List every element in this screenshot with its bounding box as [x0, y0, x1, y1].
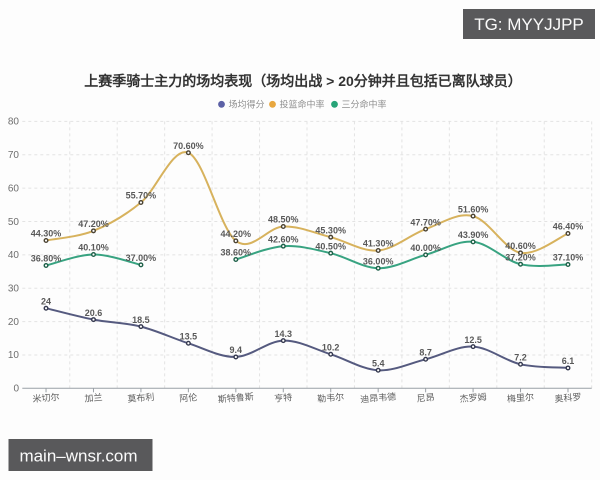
svg-text:9.4: 9.4: [230, 345, 243, 355]
svg-text:30: 30: [8, 284, 20, 295]
svg-text:36.00%: 36.00%: [363, 256, 394, 266]
svg-text:36.80%: 36.80%: [31, 254, 62, 264]
svg-text:勒韦尔: 勒韦尔: [317, 391, 345, 404]
svg-text:迪昂韦德: 迪昂韦德: [360, 390, 397, 404]
svg-text:14.3: 14.3: [275, 329, 293, 339]
svg-text:7.2: 7.2: [514, 353, 527, 363]
svg-text:TG: MYYJJPP: TG: MYYJJPP: [474, 15, 584, 34]
svg-text:37.20%: 37.20%: [505, 252, 536, 262]
svg-text:5.4: 5.4: [372, 359, 385, 369]
svg-text:45.30%: 45.30%: [315, 225, 346, 235]
svg-text:37.10%: 37.10%: [553, 253, 584, 263]
svg-text:12.5: 12.5: [464, 335, 482, 345]
svg-text:47.70%: 47.70%: [410, 217, 441, 227]
svg-text:米切尔: 米切尔: [32, 391, 60, 404]
svg-text:8.7: 8.7: [419, 348, 432, 358]
svg-text:斯特鲁斯: 斯特鲁斯: [217, 390, 254, 404]
svg-text:51.60%: 51.60%: [458, 204, 489, 214]
svg-text:40.00%: 40.00%: [410, 243, 441, 253]
svg-text:37.00%: 37.00%: [126, 253, 157, 263]
svg-text:亨特: 亨特: [274, 391, 293, 404]
svg-text:50: 50: [8, 217, 20, 228]
svg-text:10: 10: [8, 350, 20, 361]
svg-text:41.30%: 41.30%: [363, 239, 394, 249]
svg-text:投篮命中率: 投篮命中率: [280, 99, 325, 110]
svg-text:80: 80: [8, 117, 20, 128]
svg-text:13.5: 13.5: [180, 332, 198, 342]
svg-text:24: 24: [41, 296, 51, 306]
svg-text:44.30%: 44.30%: [31, 229, 62, 239]
svg-text:0: 0: [13, 384, 19, 395]
svg-text:40: 40: [8, 250, 20, 261]
svg-text:加兰: 加兰: [84, 391, 103, 404]
svg-text:55.70%: 55.70%: [126, 191, 157, 201]
svg-text:main–wnsr.com: main–wnsr.com: [19, 447, 137, 466]
svg-text:70: 70: [8, 150, 20, 161]
svg-text:47.20%: 47.20%: [78, 219, 109, 229]
svg-text:阿伦: 阿伦: [179, 391, 198, 404]
svg-text:场均得分: 场均得分: [229, 99, 265, 110]
svg-text:40.10%: 40.10%: [78, 243, 109, 253]
svg-text:70.60%: 70.60%: [173, 141, 204, 151]
svg-text:三分命中率: 三分命中率: [342, 99, 387, 110]
svg-text:20: 20: [8, 317, 20, 328]
svg-text:20.6: 20.6: [85, 308, 103, 318]
svg-text:46.40%: 46.40%: [553, 222, 584, 232]
svg-text:42.60%: 42.60%: [268, 234, 299, 244]
svg-text:18.5: 18.5: [132, 315, 150, 325]
svg-text:60: 60: [8, 183, 20, 194]
svg-text:10.2: 10.2: [322, 343, 340, 353]
svg-text:奥科罗: 奥科罗: [554, 391, 582, 404]
svg-text:48.50%: 48.50%: [268, 215, 299, 225]
svg-text:43.90%: 43.90%: [458, 230, 489, 240]
svg-text:梅里尔: 梅里尔: [507, 391, 535, 404]
svg-text:尼昂: 尼昂: [416, 392, 435, 404]
svg-text:莫布利: 莫布利: [127, 391, 155, 404]
svg-text:44.20%: 44.20%: [221, 229, 252, 239]
svg-text:6.1: 6.1: [562, 356, 575, 366]
svg-text:杰罗姆: 杰罗姆: [459, 391, 487, 404]
svg-text:40.60%: 40.60%: [505, 241, 536, 251]
svg-text:40.50%: 40.50%: [315, 241, 346, 251]
svg-text:38.60%: 38.60%: [221, 248, 252, 258]
svg-text:上赛季骑士主力的场均表现（场均出战 > 20分钟并且包括已离: 上赛季骑士主力的场均表现（场均出战 > 20分钟并且包括已离队球员）: [84, 73, 522, 89]
